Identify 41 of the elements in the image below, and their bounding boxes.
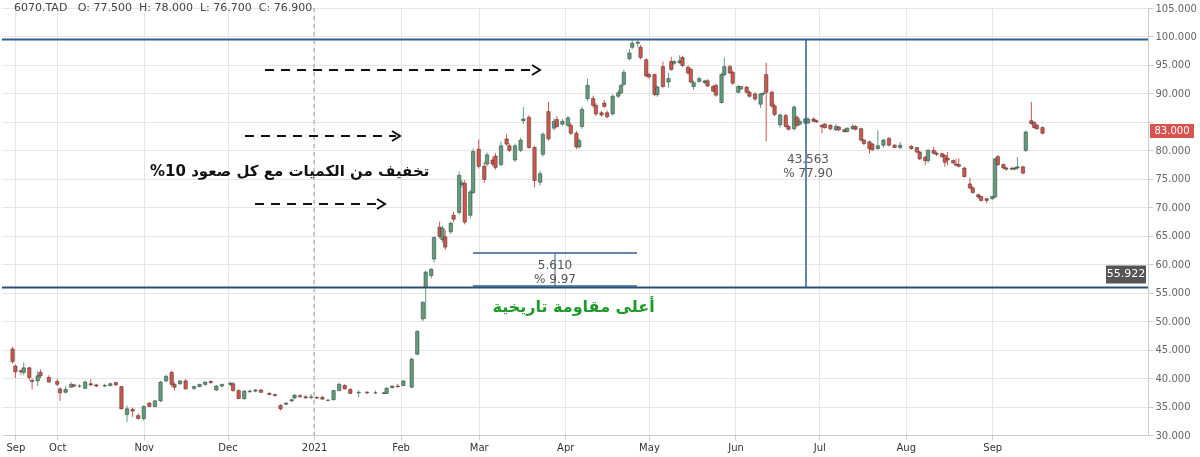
y-tick-label: 40.000 [1155, 372, 1191, 384]
x-tick-label: Jul [812, 441, 826, 453]
candlestick [1023, 129, 1028, 153]
y-tick-label: 30.000 [1155, 429, 1191, 441]
x-tick-label: Feb [392, 441, 410, 453]
x-tick-label: Dec [218, 441, 238, 453]
annotation: أعلى مقاومة تاريخية [492, 296, 655, 317]
y-tick-label: 65.000 [1155, 230, 1191, 242]
chart-title: 6070.TAD O: 77.500 H: 78.000 L: 76.700 C: 76.900 [14, 1, 313, 14]
candlestick [443, 229, 448, 251]
y-tick-label: 95.000 [1155, 59, 1191, 71]
y-tick-label: 35.000 [1155, 401, 1191, 413]
y-tick-label: 45.000 [1155, 344, 1191, 356]
x-tick-label: Jun [727, 441, 744, 453]
x-tick-label: Mar [469, 441, 490, 453]
x-tick-label: Aug [896, 441, 917, 453]
y-tick-label: 80.000 [1155, 144, 1191, 156]
y-tick-label: 70.000 [1155, 201, 1191, 213]
annotation: تخفيف من الكميات مع كل صعود 10% [150, 162, 430, 180]
ref-line-label: 55.922 [1106, 267, 1146, 281]
x-tick-label: Nov [134, 441, 155, 453]
y-tick-label: 75.000 [1155, 173, 1191, 185]
y-tick-label: 105.000 [1155, 2, 1197, 14]
y-tick-label: 50.000 [1155, 315, 1191, 327]
x-tick-label: Apr [557, 441, 576, 453]
candlestick [432, 235, 436, 263]
text: 83.000 [1150, 124, 1194, 138]
x-tick-label: Sep [983, 441, 1003, 453]
x-tick-label: 2021 [301, 441, 328, 453]
y-tick-label: 100.000 [1155, 30, 1197, 42]
y-tick-label: 60.000 [1155, 258, 1191, 270]
y-tick-label: 55.000 [1155, 287, 1191, 299]
x-tick-label: Sep [6, 441, 26, 453]
candlestick [580, 106, 584, 130]
y-tick-label: 90.000 [1155, 87, 1191, 99]
candlestick [415, 329, 420, 356]
candlestick [1029, 101, 1034, 126]
candlestick [968, 177, 972, 190]
x-tick-label: Oct [49, 441, 67, 453]
x-tick-label: May [639, 441, 660, 453]
candlestick [326, 398, 330, 402]
